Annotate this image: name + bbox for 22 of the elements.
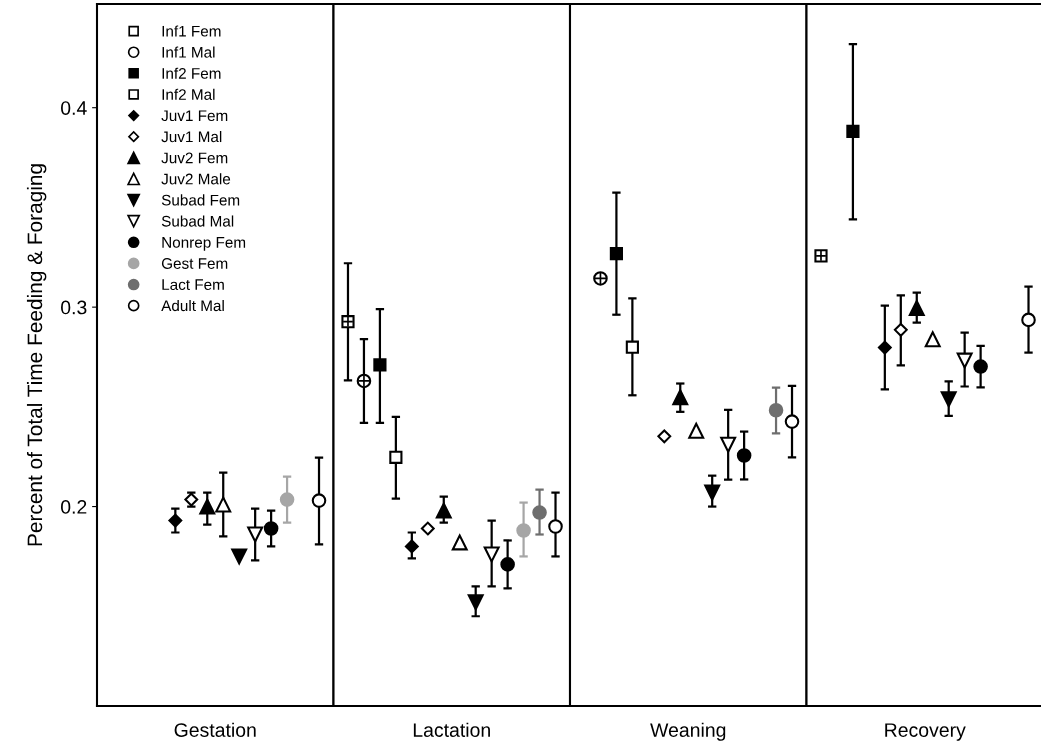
legend-label: Juv1 Mal xyxy=(161,130,222,143)
legend-label: Gest Fem xyxy=(161,258,228,269)
legend-label: Inf2 Fem xyxy=(162,67,221,79)
legend-label: Inf2 Mal xyxy=(162,88,215,100)
x-tick-label: Lactation xyxy=(413,722,490,737)
x-tick-label: Recovery xyxy=(885,723,966,741)
legend-label: Lact Fem xyxy=(162,279,224,291)
x-tick-label: Weaning xyxy=(650,722,726,741)
legend-label: Juv2 Male xyxy=(161,173,231,185)
y-axis-title: Percent of Total Time Feeding & Foraging xyxy=(26,164,47,546)
legend-label: Subad Fem xyxy=(161,194,240,206)
legend-label: Juv1 Fem xyxy=(161,110,228,122)
y-tick-label: 0.3 xyxy=(61,300,87,315)
y-tick-label: 0.2 xyxy=(61,500,87,514)
legend-label: Subad Mal xyxy=(161,215,234,227)
legend-label: Adult Mal xyxy=(161,299,224,312)
legend-label: Juv2 Fem xyxy=(161,152,228,164)
legend-label: Nonrep Fem xyxy=(162,237,246,251)
legend-label: Inf1 Fem xyxy=(162,25,221,37)
legend-label: Inf1 Mal xyxy=(162,46,215,58)
x-tick-label: Gestation xyxy=(174,722,256,737)
y-tick-label: 0.4 xyxy=(61,101,87,115)
